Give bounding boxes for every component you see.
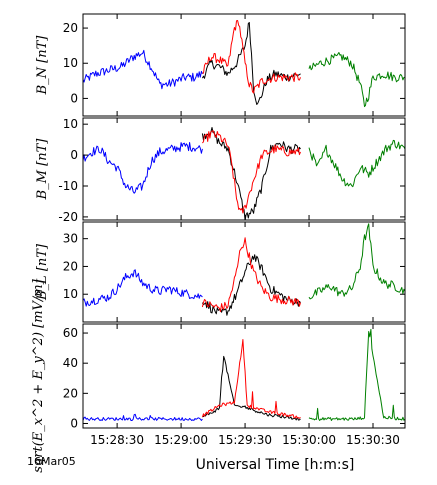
y-tick-label: 10 — [63, 287, 78, 301]
series-line-3 — [201, 339, 301, 419]
series-line-1 — [83, 49, 203, 90]
y-tick-label: 40 — [63, 356, 78, 370]
series-line-4 — [308, 328, 405, 421]
y-tick-label: -10 — [58, 179, 78, 193]
series-line-3 — [202, 130, 301, 214]
y-axis-label: sqrt(E_x^2 + E_y^2) [mV/m] — [31, 278, 46, 472]
x-tick-label: 15:29:00 — [154, 433, 208, 447]
series-line-3 — [202, 20, 301, 94]
y-tick-label: 0 — [70, 148, 78, 162]
y-tick-label: 10 — [63, 117, 78, 131]
x-axis-label: Universal Time [h:m:s] — [196, 457, 355, 473]
y-tick-label: 0 — [70, 91, 78, 105]
series-line-1 — [83, 269, 203, 307]
panels: 0 10 20 B_N [nT] -20 -10 0 10 B_M [nT] 10 20 30 B_L … — [31, 13, 406, 473]
y-tick-label: 60 — [63, 326, 78, 340]
series-line-4 — [308, 52, 405, 108]
plot-frame — [82, 323, 406, 429]
y-tick-label: 20 — [63, 386, 78, 400]
x-tick-label: 15:29:30 — [218, 433, 272, 447]
y-axis-label: B_N [nT] — [35, 35, 50, 96]
series-line-2 — [201, 22, 301, 105]
y-tick-label: 10 — [63, 56, 78, 70]
series-line-1 — [83, 413, 203, 421]
y-tick-label: -20 — [58, 210, 78, 224]
x-tick-label: 15:30:00 — [282, 433, 336, 447]
plot-frame — [82, 117, 406, 221]
y-tick-label: 20 — [63, 21, 78, 35]
series-line-2 — [201, 254, 301, 316]
series-line-4 — [308, 139, 405, 188]
y-axis-label: B_M [nT] — [35, 138, 50, 201]
y-axis-label: B_L [nT] — [35, 243, 50, 301]
panel-3: 10 20 30 B_L [nT] — [35, 221, 406, 323]
series-line-4 — [308, 223, 405, 300]
series-line-1 — [83, 142, 203, 194]
panel-4: 0 20 40 60 sqrt(E_x^2 + E_y^2) [mV/m] — [31, 278, 406, 473]
series-line-3 — [201, 237, 301, 313]
series-line-2 — [202, 355, 301, 421]
x-tick-label: 15:28:30 — [90, 433, 144, 447]
y-tick-label: 30 — [63, 232, 78, 246]
date-label: 16Mar05 — [27, 455, 76, 468]
y-tick-label: 20 — [63, 259, 78, 273]
x-tick-label: 15:30:30 — [346, 433, 400, 447]
plot-frame — [82, 221, 406, 323]
plot-frame — [82, 13, 406, 117]
panel-2: -20 -10 0 10 B_M [nT] — [35, 117, 406, 224]
series-line-2 — [201, 127, 301, 220]
y-tick-label: 0 — [70, 416, 78, 430]
panel-1: 0 10 20 B_N [nT] — [35, 13, 406, 117]
